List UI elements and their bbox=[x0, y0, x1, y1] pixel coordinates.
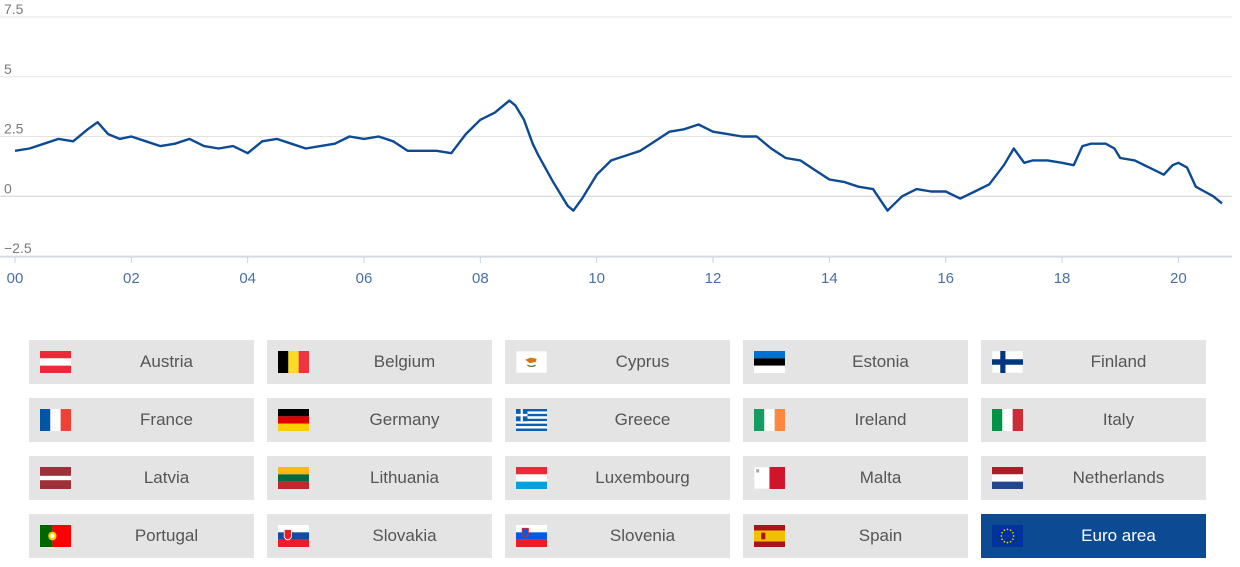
estonia-flag-icon bbox=[754, 351, 785, 373]
x-tick-label: 04 bbox=[239, 270, 256, 287]
country-button-france[interactable]: France bbox=[29, 398, 254, 442]
france-flag-icon bbox=[40, 409, 71, 431]
euro-area-series-line[interactable] bbox=[14, 99, 1223, 212]
country-button-euro-area[interactable]: Euro area bbox=[981, 514, 1206, 558]
country-button-austria[interactable]: Austria bbox=[29, 340, 254, 384]
x-tick-label: 12 bbox=[705, 270, 722, 287]
country-button-estonia[interactable]: Estonia bbox=[743, 340, 968, 384]
eu-flag-icon bbox=[992, 525, 1023, 547]
country-button-label: Slovenia bbox=[609, 526, 676, 545]
country-button-label: Italy bbox=[1102, 410, 1135, 429]
country-button-greece[interactable]: Greece bbox=[505, 398, 730, 442]
x-tick-label: 08 bbox=[472, 270, 489, 287]
country-button-slovenia[interactable]: Slovenia bbox=[505, 514, 730, 558]
y-axis-ticks: 7.5 5 2.5 0 −2.5 bbox=[4, 1, 32, 256]
country-button-label: Finland bbox=[1090, 352, 1147, 371]
lithuania-flag-icon bbox=[278, 467, 309, 489]
latvia-flag-icon bbox=[40, 467, 71, 489]
portugal-flag-icon bbox=[40, 525, 71, 547]
country-button-label: Estonia bbox=[852, 352, 909, 371]
country-button-luxembourg[interactable]: Luxembourg bbox=[505, 456, 730, 500]
netherlands-flag-icon bbox=[992, 467, 1023, 489]
x-tick-label: 02 bbox=[123, 270, 140, 287]
x-tick-label: 18 bbox=[1054, 270, 1071, 287]
slovakia-flag-icon bbox=[278, 525, 309, 547]
country-button-label: Cyprus bbox=[615, 352, 670, 371]
country-button-label: Belgium bbox=[373, 352, 436, 371]
country-button-label: Luxembourg bbox=[595, 468, 690, 487]
country-button-label: Greece bbox=[614, 410, 671, 429]
country-button-slovakia[interactable]: Slovakia bbox=[267, 514, 492, 558]
country-button-label: Spain bbox=[858, 526, 903, 545]
x-tick-label: 20 bbox=[1170, 270, 1187, 287]
country-button-finland[interactable]: Finland bbox=[981, 340, 1206, 384]
x-tick-label: 06 bbox=[356, 270, 373, 287]
luxembourg-flag-icon bbox=[516, 467, 547, 489]
ireland-flag-icon bbox=[754, 409, 785, 431]
finland-flag-icon bbox=[992, 351, 1023, 373]
spain-flag-icon bbox=[754, 525, 785, 547]
country-button-label: Euro area bbox=[1081, 526, 1156, 545]
y-tick-label: 2.5 bbox=[4, 121, 24, 137]
austria-flag-icon bbox=[40, 351, 71, 373]
country-button-label: Netherlands bbox=[1072, 468, 1165, 487]
germany-flag-icon bbox=[278, 409, 309, 431]
cyprus-flag-icon bbox=[516, 351, 547, 373]
country-button-italy[interactable]: Italy bbox=[981, 398, 1206, 442]
x-tick-label: 14 bbox=[821, 270, 838, 287]
x-tick-label: 10 bbox=[588, 270, 605, 287]
italy-flag-icon bbox=[992, 409, 1023, 431]
x-tick-label: 16 bbox=[937, 270, 954, 287]
malta-flag-icon bbox=[754, 467, 785, 489]
country-button-malta[interactable]: Malta bbox=[743, 456, 968, 500]
country-button-label: Portugal bbox=[134, 526, 199, 545]
grid-lines bbox=[0, 16, 1232, 258]
country-button-latvia[interactable]: Latvia bbox=[29, 456, 254, 500]
inflation-line-chart: 7.5 5 2.5 0 −2.5 00 02 04 06 08 10 12 14 16 18 20 bbox=[0, 1, 1232, 287]
country-button-label: Malta bbox=[859, 468, 902, 487]
country-button-label: Latvia bbox=[143, 468, 190, 487]
country-button-label: Slovakia bbox=[372, 526, 437, 545]
country-button-label: Germany bbox=[369, 410, 440, 429]
y-tick-label: 5 bbox=[4, 61, 12, 77]
country-button-ireland[interactable]: Ireland bbox=[743, 398, 968, 442]
country-button-label: Lithuania bbox=[369, 468, 439, 487]
country-button-spain[interactable]: Spain bbox=[743, 514, 968, 558]
y-tick-label: −2.5 bbox=[4, 240, 32, 256]
country-button-cyprus[interactable]: Cyprus bbox=[505, 340, 730, 384]
country-button-portugal[interactable]: Portugal bbox=[29, 514, 254, 558]
y-tick-label: 0 bbox=[4, 180, 12, 196]
country-button-label: France bbox=[140, 410, 193, 429]
country-button-netherlands[interactable]: Netherlands bbox=[981, 456, 1206, 500]
y-tick-label: 7.5 bbox=[4, 1, 24, 17]
x-tick-label: 00 bbox=[7, 270, 24, 287]
country-button-belgium[interactable]: Belgium bbox=[267, 340, 492, 384]
belgium-flag-icon bbox=[278, 351, 309, 373]
country-button-germany[interactable]: Germany bbox=[267, 398, 492, 442]
x-axis-ticks: 00 02 04 06 08 10 12 14 16 18 20 bbox=[7, 257, 1187, 287]
country-button-label: Austria bbox=[140, 352, 193, 371]
greece-flag-icon bbox=[516, 409, 547, 431]
country-button-label: Ireland bbox=[854, 410, 907, 429]
country-button-lithuania[interactable]: Lithuania bbox=[267, 456, 492, 500]
slovenia-flag-icon bbox=[516, 525, 547, 547]
